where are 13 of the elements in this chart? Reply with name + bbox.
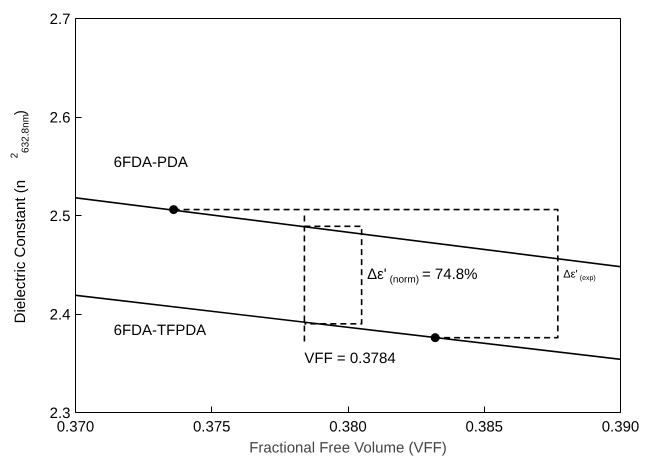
y-tick-label: 2.5 [50, 208, 71, 225]
x-tick-label: 0.385 [465, 418, 504, 436]
text: Dielectric Constant (n2632.8nm) [9, 110, 32, 324]
text: 6FDA-PDA [114, 154, 188, 171]
series-label: 6FDA-TFPDA [114, 322, 206, 340]
annotation: VFF = 0.3784 [304, 350, 396, 367]
y-tick-label: 2.4 [50, 306, 71, 324]
x-tick-label: 0.375 [192, 418, 231, 436]
x-axis-title: Fractional Free Volume (VFF) [249, 440, 447, 456]
x-tick-label: 0.380 [329, 418, 367, 436]
y-tick-label: 2.6 [50, 110, 71, 126]
y-tick-label: 2.7 [50, 11, 71, 28]
x-tick-label: 0.390 [602, 418, 640, 436]
